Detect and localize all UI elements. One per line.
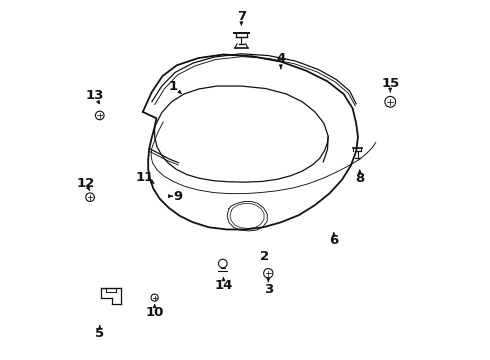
Text: 10: 10 [146,306,164,319]
Text: 13: 13 [86,89,104,102]
Text: 4: 4 [276,51,286,64]
Text: 12: 12 [76,177,95,190]
Text: 7: 7 [237,10,246,23]
Text: 3: 3 [264,283,273,296]
Text: 5: 5 [95,327,104,340]
Text: 9: 9 [173,190,182,203]
Text: 8: 8 [355,172,365,185]
Text: 2: 2 [260,249,270,262]
Text: 1: 1 [169,80,178,93]
Text: 11: 11 [135,171,154,184]
Text: 6: 6 [329,234,339,247]
Text: 15: 15 [381,77,399,90]
Text: 14: 14 [214,279,233,292]
